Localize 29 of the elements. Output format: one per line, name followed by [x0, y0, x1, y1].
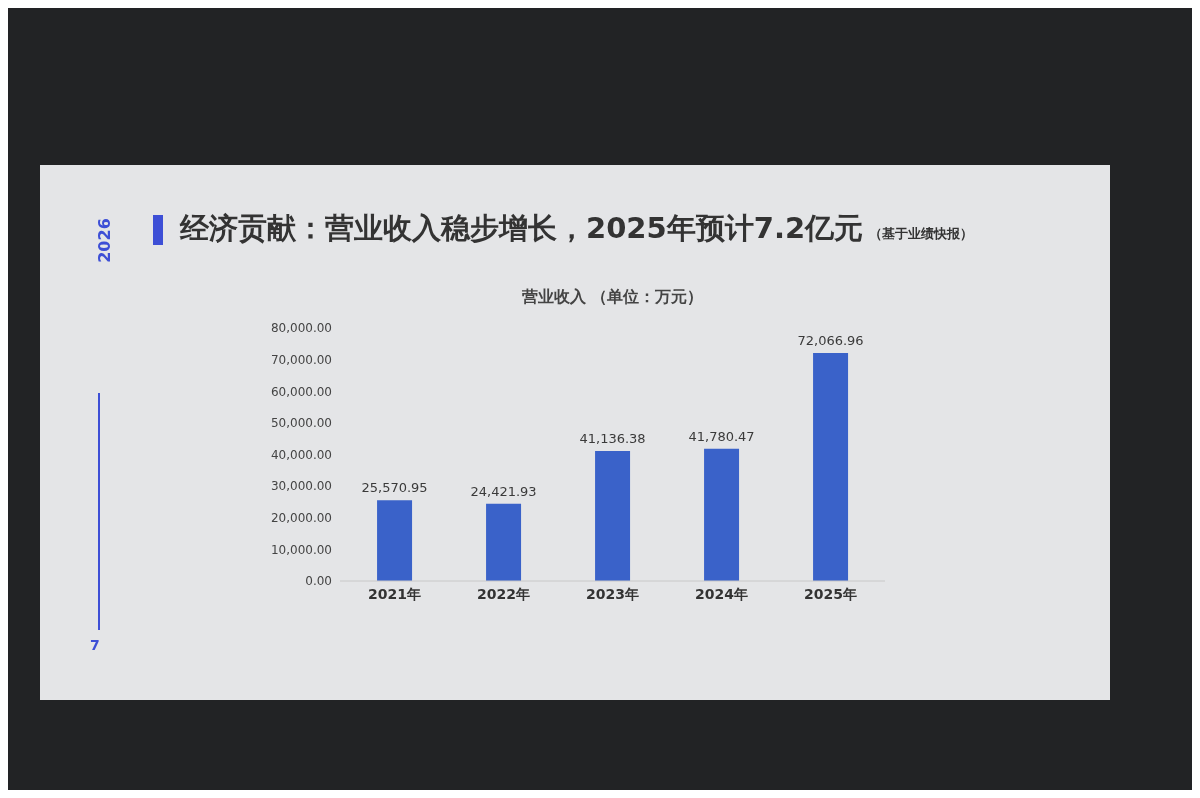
- y-tick-label: 60,000.00: [270, 384, 332, 399]
- data-label: 24,421.93: [470, 483, 537, 499]
- bar: [377, 500, 413, 581]
- x-tick-label: 2021年: [368, 585, 421, 602]
- data-label: 25,570.95: [361, 480, 428, 496]
- y-tick-label: 10,000.00: [270, 542, 332, 557]
- text: （基于业绩快报）: [869, 225, 974, 243]
- data-label: 41,780.47: [688, 428, 755, 444]
- y-tick-label: 70,000.00: [270, 352, 332, 367]
- y-tick-label: 30,000.00: [270, 479, 332, 494]
- text: 2026: [94, 217, 114, 263]
- y-tick-label: 0.00: [305, 574, 332, 589]
- x-tick-label: 2024年: [695, 585, 748, 602]
- y-tick-label: 20,000.00: [270, 511, 332, 526]
- text: 7: [90, 637, 100, 653]
- data-label: 72,066.96: [797, 333, 864, 349]
- y-tick-label: 40,000.00: [270, 447, 332, 462]
- chart-title: 经济贡献：营业收入稳步增长，2025年预计7.2亿元: [180, 210, 864, 247]
- bar: [813, 353, 849, 581]
- y-tick-label: 50,000.00: [270, 416, 332, 431]
- x-tick-label: 2022年: [477, 585, 530, 602]
- data-label: 41,136.38: [579, 430, 646, 446]
- x-tick-label: 2025年: [804, 585, 857, 602]
- bar: [704, 448, 740, 581]
- bar: [486, 503, 522, 581]
- bar: [595, 450, 631, 581]
- x-tick-label: 2023年: [586, 585, 639, 602]
- y-tick-label: 80,000.00: [270, 321, 332, 336]
- chart-subtitle: 营业收入 （单位：万元）: [520, 287, 705, 308]
